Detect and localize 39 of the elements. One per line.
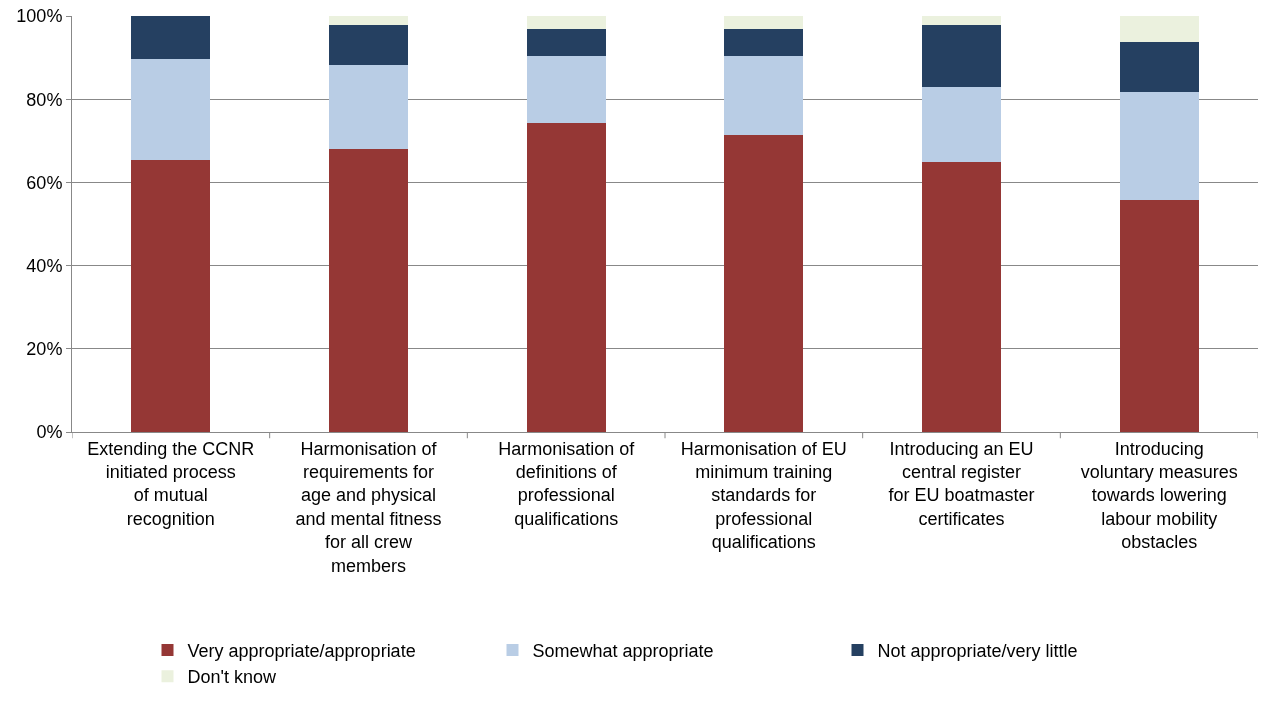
bar — [131, 16, 211, 60]
bar — [921, 16, 1002, 25]
bar — [526, 28, 606, 56]
y-tick-label: 20% — [26, 339, 63, 360]
bar — [328, 16, 409, 25]
bar — [131, 159, 211, 432]
legend-label: Not appropriate/very little — [877, 640, 1078, 661]
bar — [921, 24, 1002, 88]
bar — [328, 148, 409, 432]
y-tick-label: 100% — [16, 6, 63, 27]
bar — [526, 16, 606, 29]
bar — [131, 59, 211, 160]
legend-label: Very appropriate/appropriate — [187, 640, 416, 661]
x-tick-label: Harmonisation of definitions of professional qualifications — [498, 438, 636, 529]
bar — [921, 87, 1002, 163]
bar — [1119, 199, 1199, 432]
legend-label: Somewhat appropriate — [532, 640, 714, 661]
x-tick-label: Introducing an EU central register for EU boatmaster certificates — [888, 438, 1035, 529]
y-tick-label: 80% — [26, 89, 63, 110]
x-tick-label: Extending the CCNR initiated process of mutual recognition — [87, 438, 255, 529]
x-tick-label: Harmonisation of requirements for age and physical and mental fitness for all crew members — [295, 438, 442, 576]
y-tick-label: 40% — [26, 255, 63, 276]
legend-label: Don't know — [187, 667, 277, 688]
bar — [724, 135, 804, 432]
bar — [724, 28, 804, 56]
bar — [328, 64, 409, 149]
bar — [526, 122, 606, 432]
x-tick-label: Harmonisation of EU minimum training standards for professional qualifications — [680, 438, 847, 553]
bar — [724, 55, 804, 136]
bar — [328, 24, 409, 65]
bar — [1119, 16, 1199, 42]
bar — [921, 162, 1002, 432]
bar — [724, 16, 804, 29]
x-tick-label: Introducing voluntary measures towards lowering labour mobility obstacles — [1080, 438, 1238, 553]
bar — [526, 55, 606, 123]
bar — [1119, 92, 1199, 200]
bar — [1119, 41, 1199, 93]
y-tick-label: 0% — [36, 422, 63, 443]
y-tick-label: 60% — [26, 172, 63, 193]
